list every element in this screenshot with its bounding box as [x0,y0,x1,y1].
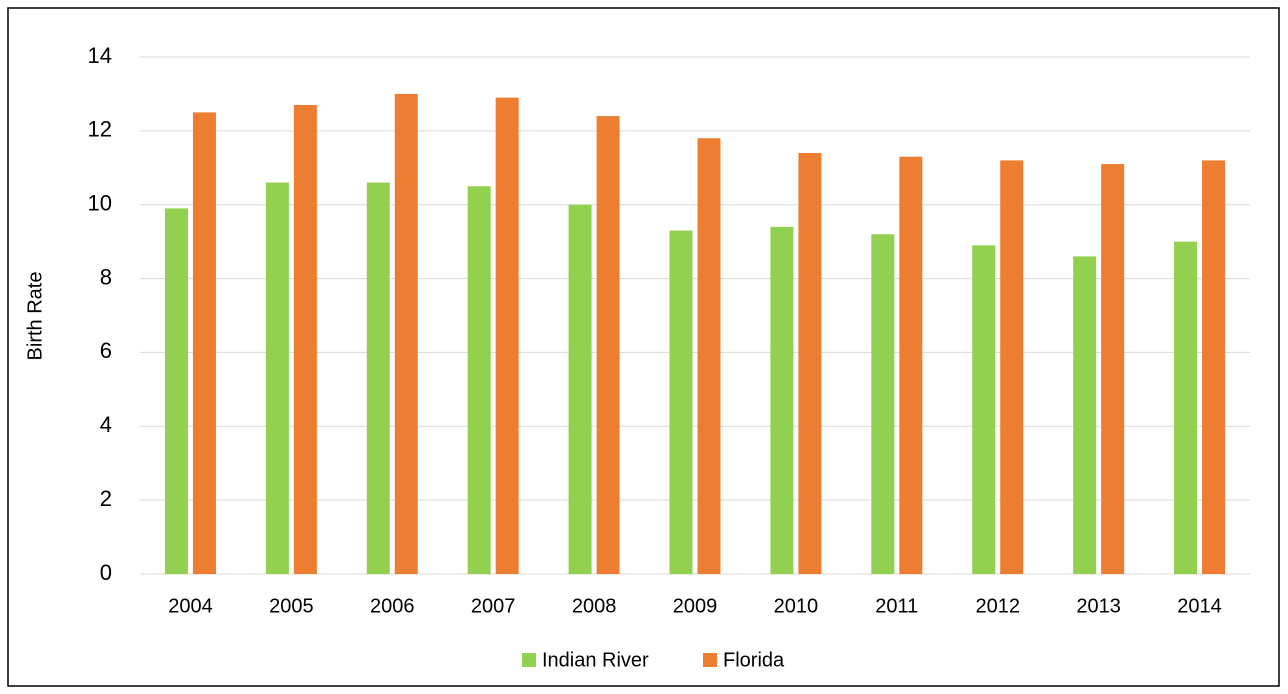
bar [1000,160,1024,574]
legend-label: Florida [723,649,785,671]
y-tick-label: 6 [100,338,112,363]
x-tick-label: 2009 [673,595,718,617]
y-tick-label: 8 [100,264,112,289]
x-tick-label: 2010 [774,595,819,617]
x-tick-label: 2011 [875,595,918,617]
bar [394,93,418,574]
bar [467,186,491,574]
x-tick-label: 2012 [975,595,1020,617]
bar [770,226,794,574]
y-tick-label: 12 [88,117,112,142]
bar [366,182,390,575]
y-tick-label: 0 [100,560,112,585]
bar [1101,164,1125,575]
y-tick-label: 4 [100,412,112,437]
bar [697,138,721,574]
x-tick-label: 2004 [168,595,213,617]
bar [798,153,822,574]
bar [596,116,620,574]
bar [871,234,895,574]
y-tick-label: 10 [88,191,112,216]
bar [495,97,519,574]
legend-label: Indian River [542,649,649,671]
legend-swatch [522,653,536,667]
bar [265,182,289,575]
bar [164,208,188,574]
bar [669,230,693,575]
bar [192,112,216,575]
x-tick-label: 2007 [471,595,516,617]
y-axis-label: Birth Rate [24,272,46,361]
bar [1202,160,1226,574]
bar [568,204,592,574]
x-tick-label: 2014 [1177,595,1222,617]
bar [1174,241,1198,574]
legend-swatch [703,653,717,667]
bar [1073,256,1097,574]
bar [972,245,996,575]
bar [293,105,317,574]
chart-frame [7,7,1280,687]
x-tick-label: 2008 [572,595,617,617]
x-tick-label: 2013 [1076,595,1121,617]
x-tick-label: 2005 [269,595,314,617]
y-tick-label: 2 [100,486,112,511]
x-tick-label: 2006 [370,595,415,617]
bar [899,156,923,574]
y-tick-label: 14 [88,43,112,68]
